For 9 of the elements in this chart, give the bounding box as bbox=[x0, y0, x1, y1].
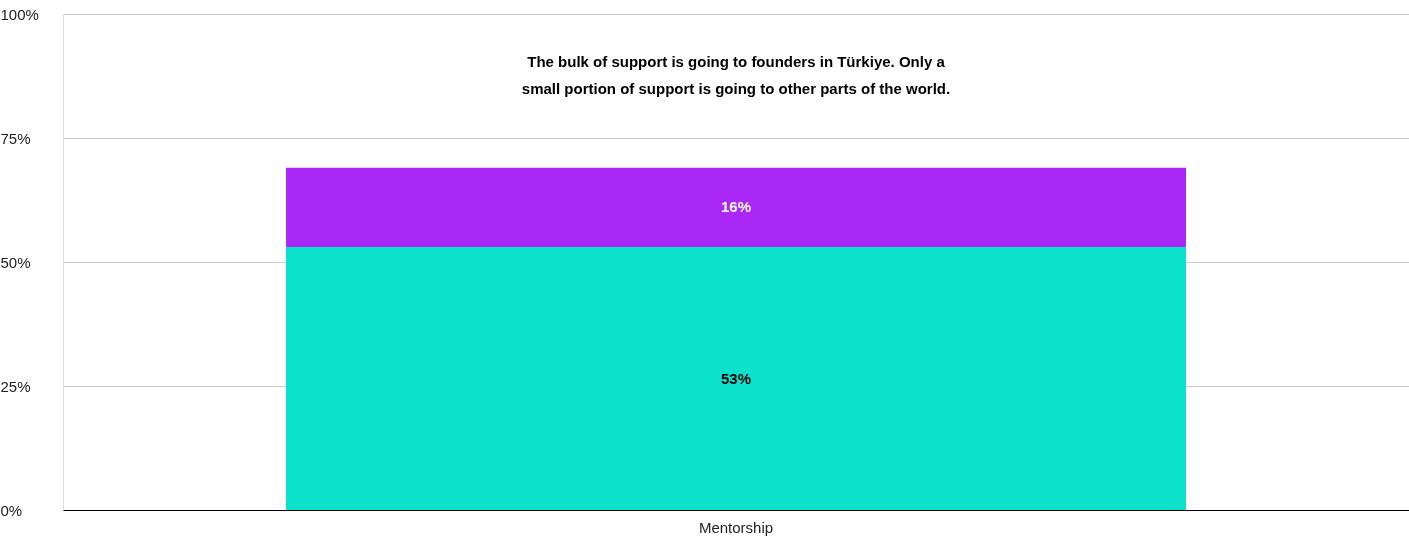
y-tick-label: 50% bbox=[0, 253, 31, 271]
y-tick-label: 0% bbox=[0, 501, 23, 519]
data-label: 16% bbox=[720, 198, 752, 216]
y-tick-label: 100% bbox=[0, 5, 39, 23]
data-label: 53% bbox=[720, 369, 752, 387]
x-tick-label: Mentorship bbox=[698, 518, 774, 536]
text: The bulk of support is going to founders in Türkiye. Only a small portion of support is going to other parts of the world. bbox=[521, 53, 951, 97]
y-tick-label: 75% bbox=[0, 129, 31, 147]
y-tick-label: 25% bbox=[0, 377, 31, 395]
